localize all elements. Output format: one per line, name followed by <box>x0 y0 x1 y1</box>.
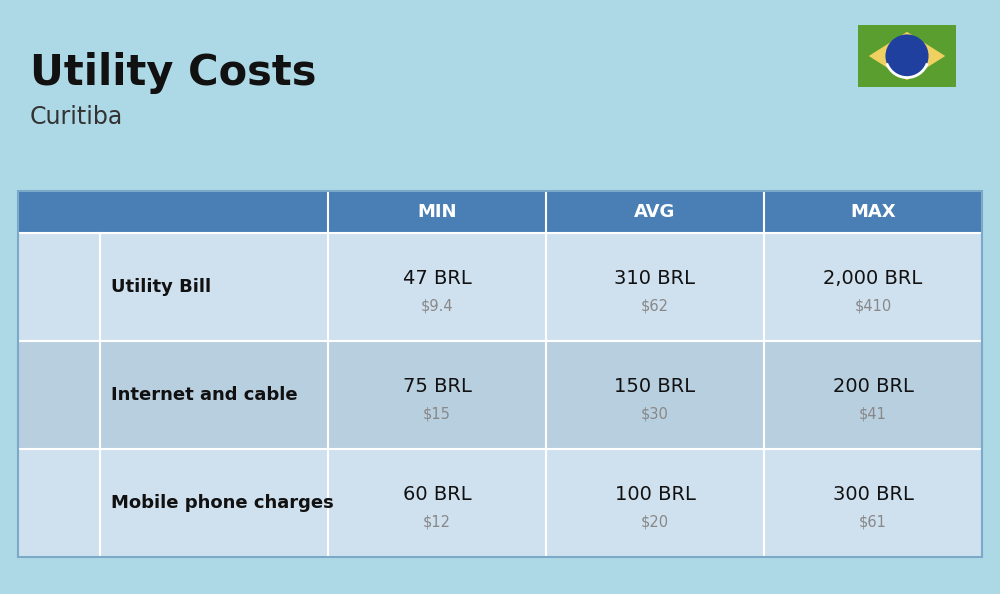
Text: 2,000 BRL: 2,000 BRL <box>823 269 923 288</box>
Text: $9.4: $9.4 <box>421 299 453 314</box>
Text: 150 BRL: 150 BRL <box>614 377 696 396</box>
Text: 310 BRL: 310 BRL <box>614 269 696 288</box>
Text: $12: $12 <box>423 515 451 530</box>
Bar <box>26 467 92 539</box>
Text: $20: $20 <box>641 515 669 530</box>
Text: AVG: AVG <box>634 203 676 221</box>
Bar <box>18 191 982 557</box>
Text: 60 BRL: 60 BRL <box>403 485 471 504</box>
Bar <box>18 233 982 341</box>
Text: Utility Costs: Utility Costs <box>30 52 316 94</box>
Bar <box>858 25 956 87</box>
Text: $410: $410 <box>854 299 892 314</box>
Text: 200 BRL: 200 BRL <box>833 377 913 396</box>
Text: Mobile phone charges: Mobile phone charges <box>111 494 334 512</box>
Text: Curitiba: Curitiba <box>30 105 123 129</box>
Bar <box>26 359 92 431</box>
Text: $62: $62 <box>641 299 669 314</box>
Polygon shape <box>869 32 945 80</box>
Bar <box>18 449 982 557</box>
Text: $30: $30 <box>641 407 669 422</box>
Bar <box>26 251 92 323</box>
Text: MAX: MAX <box>850 203 896 221</box>
Text: $41: $41 <box>859 407 887 422</box>
Text: $15: $15 <box>423 407 451 422</box>
Text: $61: $61 <box>859 515 887 530</box>
Text: 47 BRL: 47 BRL <box>403 269 471 288</box>
Text: Utility Bill: Utility Bill <box>111 278 212 296</box>
Text: 300 BRL: 300 BRL <box>833 485 913 504</box>
Circle shape <box>885 34 929 78</box>
Bar <box>18 191 982 233</box>
Text: Internet and cable: Internet and cable <box>111 386 298 404</box>
Text: 75 BRL: 75 BRL <box>403 377 471 396</box>
Bar <box>18 341 982 449</box>
Text: 100 BRL: 100 BRL <box>615 485 695 504</box>
Text: MIN: MIN <box>417 203 457 221</box>
